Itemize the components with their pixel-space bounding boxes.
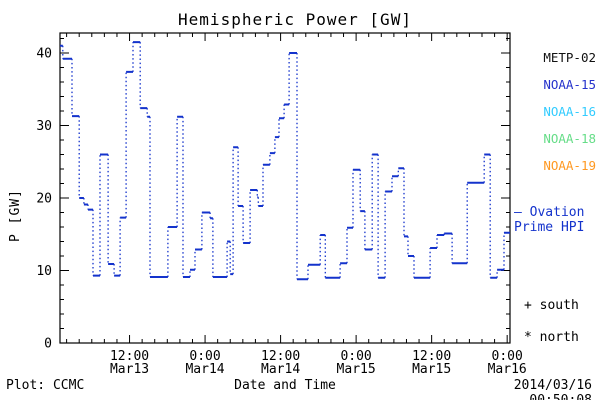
hpi-step-line-vertical	[62, 42, 505, 280]
ovation-label-line2: Prime HPI	[514, 220, 585, 235]
y-tick-label: 40	[36, 47, 52, 62]
y-tick-label: 20	[36, 192, 52, 207]
x-tick-time-label: 0:00	[189, 349, 220, 364]
hpi-step-line-horizontal	[60, 41, 510, 281]
x-tick-time-label: 12:00	[261, 349, 300, 364]
x-tick-time-label: 12:00	[412, 349, 451, 364]
x-axis-label: Date and Time	[234, 378, 336, 393]
satellite-legend: METP-02 NOAA-15 NOAA-16 NOAA-18 NOAA-19	[518, 44, 596, 179]
legend-item-noaa19: NOAA-19	[543, 158, 596, 173]
south-marker-legend: + south	[524, 298, 579, 313]
legend-item-noaa16: NOAA-16	[543, 104, 596, 119]
north-marker-legend: * north	[524, 330, 579, 345]
north-label: north	[531, 330, 579, 345]
x-tick-date-label: Mar13	[110, 362, 149, 377]
legend-item-noaa15: NOAA-15	[543, 77, 596, 92]
page-title: Hemispheric Power [GW]	[178, 10, 412, 29]
legend-item-metp02: METP-02	[543, 50, 596, 65]
ovation-label-line1: Ovation	[521, 205, 585, 220]
x-tick-date-label: Mar16	[488, 362, 527, 377]
x-tick-date-label: Mar14	[261, 362, 300, 377]
plot-frame	[59, 32, 511, 344]
y-tick-label: 30	[36, 119, 52, 134]
plus-marker-icon: +	[524, 298, 532, 313]
x-tick-date-label: Mar14	[185, 362, 224, 377]
x-tick-date-label: Mar15	[337, 362, 376, 377]
axis-ticks	[60, 33, 510, 344]
ovation-prime-hpi-legend: — Ovation Prime HPI	[514, 205, 600, 235]
y-tick-label: 10	[36, 264, 52, 279]
asterisk-marker-icon: *	[524, 330, 532, 345]
south-label: south	[531, 298, 579, 313]
legend-item-noaa18: NOAA-18	[543, 131, 596, 146]
x-tick-date-label: Mar15	[412, 362, 451, 377]
x-tick-time-label: 0:00	[492, 349, 523, 364]
line-sample-icon: —	[514, 205, 522, 220]
y-tick-label: 0	[44, 337, 52, 352]
x-tick-time-label: 0:00	[340, 349, 371, 364]
x-tick-time-label: 12:00	[110, 349, 149, 364]
timestamp-label: 2014/03/16 00:50:08	[513, 378, 592, 400]
plot-source-label: Plot: CCMC	[6, 378, 85, 393]
